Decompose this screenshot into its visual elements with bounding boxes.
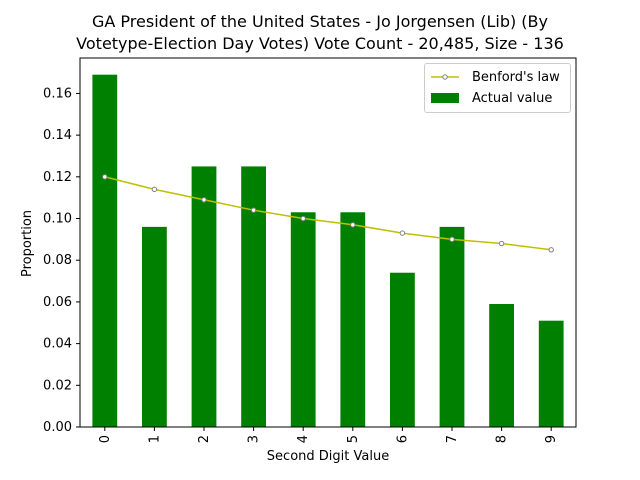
x-tick-label: 8	[495, 435, 510, 443]
bar-3	[241, 166, 266, 427]
bar-9	[538, 320, 564, 427]
y-tick-label: 0.04	[43, 337, 72, 352]
x-tick-label: 0	[98, 435, 113, 443]
bar-6	[390, 272, 415, 427]
benford-line	[104, 176, 552, 251]
x-tick-label: 6	[395, 435, 410, 443]
x-tick-label: 9	[544, 435, 559, 443]
legend-bar-swatch	[431, 93, 459, 103]
bar-1	[142, 226, 167, 427]
benford-point-7	[449, 236, 455, 243]
benford-point-5	[350, 222, 356, 228]
x-tick-label: 3	[247, 435, 262, 443]
y-tick-label: 0.08	[43, 253, 72, 268]
y-tick-label: 0.12	[43, 170, 72, 185]
x-tick-label: 7	[445, 435, 460, 443]
bar-5	[340, 212, 366, 427]
legend: Benford's law Actual value	[424, 63, 571, 113]
y-tick-label: 0.14	[43, 128, 72, 143]
benford-point-9	[548, 247, 554, 253]
x-axis-label: Second Digit Value	[266, 449, 390, 464]
legend-label-actual: Actual value	[472, 90, 553, 106]
benford-point-3	[250, 207, 257, 213]
x-tick-label: 4	[296, 435, 311, 443]
legend-item-benford: Benford's law	[431, 67, 560, 87]
chart-title-line-1: GA President of the United States - Jo J…	[91, 12, 548, 31]
y-tick-label: 0.00	[43, 420, 72, 435]
plot-frame	[79, 57, 577, 428]
benford-point-0	[102, 174, 108, 180]
bar-2	[191, 166, 217, 427]
x-tick-label: 1	[147, 435, 162, 443]
chart-title-line-2: Votetype-Election Day Votes) Vote Count …	[76, 34, 564, 53]
y-tick-label: 0.06	[43, 295, 72, 310]
y-axis-label: Proportion	[20, 209, 36, 278]
bar-0	[92, 74, 118, 427]
benford-point-4	[300, 215, 306, 222]
legend-item-actual: Actual value	[431, 88, 552, 108]
x-tick-label: 5	[346, 435, 361, 443]
benford-point-6	[399, 230, 406, 236]
bar-8	[489, 304, 514, 427]
benford-point-2	[201, 197, 207, 203]
x-tick-label: 2	[197, 435, 212, 443]
benford-point-8	[498, 240, 505, 247]
bar-4	[290, 212, 316, 427]
legend-label-benford: Benford's law	[472, 69, 560, 85]
y-tick-label: 0.10	[43, 212, 72, 227]
bar-7	[439, 226, 465, 427]
y-tick-label: 0.02	[43, 378, 72, 393]
legend-line-swatch	[431, 74, 459, 80]
benford-point-1	[151, 186, 158, 193]
y-tick-label: 0.16	[43, 86, 72, 101]
